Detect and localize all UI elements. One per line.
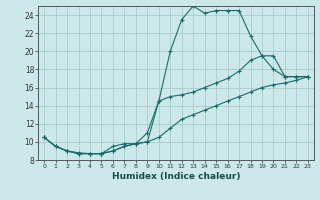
X-axis label: Humidex (Indice chaleur): Humidex (Indice chaleur) (112, 172, 240, 181)
